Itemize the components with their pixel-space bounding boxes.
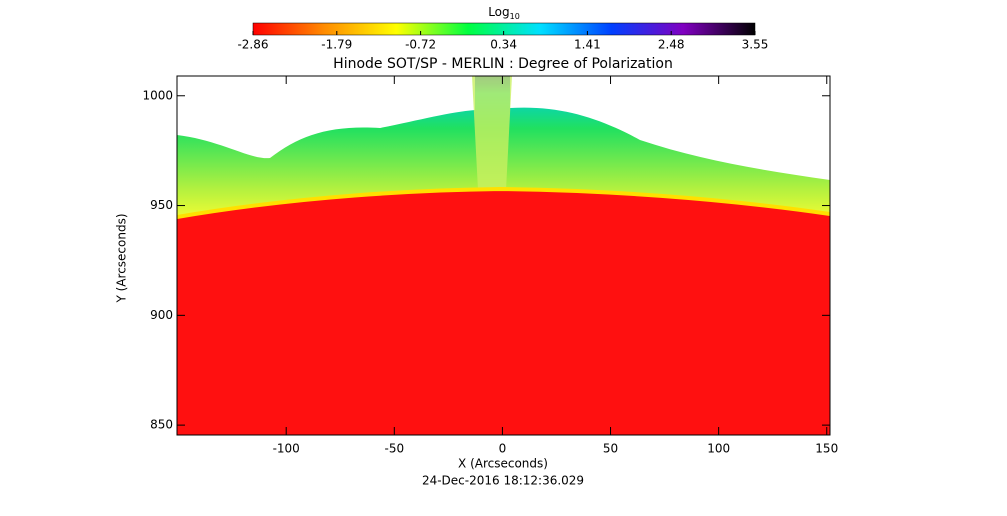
y-tick-label: 900 — [150, 308, 173, 322]
y-tick-label: 950 — [150, 198, 173, 212]
y-axis-label: Y (Arcseconds) — [115, 213, 129, 303]
colorbar-tick-label: -2.86 — [237, 38, 268, 52]
x-axis-label: X (Arcseconds) — [458, 457, 548, 471]
x-tick-label: 150 — [815, 442, 838, 456]
x-tick-label: -100 — [273, 442, 300, 456]
x-tick-label: -50 — [385, 442, 405, 456]
colorbar-tick-label: 1.41 — [574, 38, 601, 52]
colorbar-tick-label: 2.48 — [658, 38, 685, 52]
colorbar-tick-label: -1.79 — [321, 38, 352, 52]
colorbar-tick-label: -0.72 — [405, 38, 436, 52]
y-tick-label: 850 — [150, 418, 173, 432]
colorbar-tick-label: 3.55 — [742, 38, 769, 52]
colorbar-tick-label: 0.34 — [490, 38, 517, 52]
chart-title: Hinode SOT/SP - MERLIN : Degree of Polar… — [333, 56, 673, 72]
x-tick-label: 100 — [707, 442, 730, 456]
y-tick-label: 1000 — [142, 88, 173, 102]
plot-frame — [176, 75, 831, 436]
solar-image — [177, 76, 830, 435]
footer: 24-Dec-2016 18:12:36.029 — [422, 474, 584, 488]
colorbar-label: Log10 — [488, 5, 520, 21]
x-tick-label: 0 — [499, 442, 507, 456]
x-tick-label: 50 — [603, 442, 618, 456]
